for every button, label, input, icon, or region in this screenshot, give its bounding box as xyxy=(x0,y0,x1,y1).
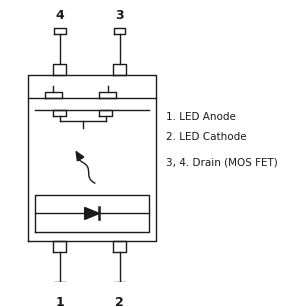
Text: 2: 2 xyxy=(115,296,124,307)
Text: 2. LED Cathode: 2. LED Cathode xyxy=(166,132,246,142)
Text: 1: 1 xyxy=(56,296,64,307)
Text: 1. LED Anode: 1. LED Anode xyxy=(166,112,236,122)
Text: 4: 4 xyxy=(56,9,64,22)
Polygon shape xyxy=(85,208,99,220)
Polygon shape xyxy=(76,152,84,161)
Text: 3: 3 xyxy=(115,9,124,22)
Text: 3, 4. Drain (MOS FET): 3, 4. Drain (MOS FET) xyxy=(166,158,278,168)
